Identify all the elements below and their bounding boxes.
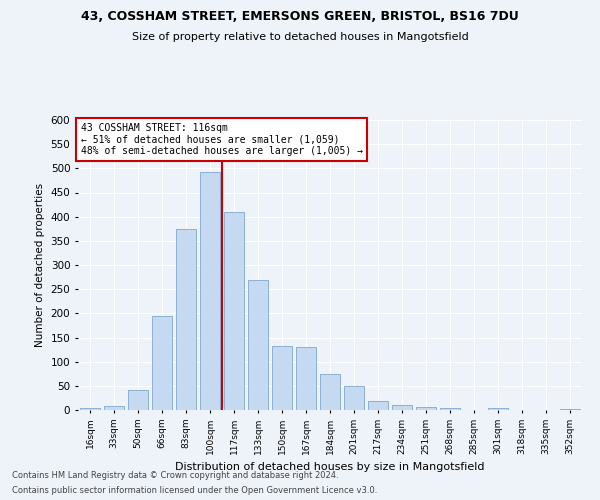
Bar [344, 386, 364, 410]
Bar [176, 229, 196, 410]
Bar [416, 407, 436, 410]
Bar [248, 280, 268, 410]
Bar [80, 408, 100, 410]
Text: Contains HM Land Registry data © Crown copyright and database right 2024.: Contains HM Land Registry data © Crown c… [12, 471, 338, 480]
Bar [368, 402, 388, 410]
Bar [128, 390, 148, 410]
Y-axis label: Number of detached properties: Number of detached properties [35, 183, 45, 347]
Bar [560, 408, 580, 410]
Bar [272, 346, 292, 410]
Bar [200, 172, 220, 410]
Text: Contains public sector information licensed under the Open Government Licence v3: Contains public sector information licen… [12, 486, 377, 495]
Text: 43, COSSHAM STREET, EMERSONS GREEN, BRISTOL, BS16 7DU: 43, COSSHAM STREET, EMERSONS GREEN, BRIS… [81, 10, 519, 23]
Text: 43 COSSHAM STREET: 116sqm
← 51% of detached houses are smaller (1,059)
48% of se: 43 COSSHAM STREET: 116sqm ← 51% of detac… [80, 123, 362, 156]
Bar [224, 212, 244, 410]
Bar [320, 374, 340, 410]
Bar [152, 316, 172, 410]
X-axis label: Distribution of detached houses by size in Mangotsfield: Distribution of detached houses by size … [175, 462, 485, 472]
Bar [440, 408, 460, 410]
Bar [296, 347, 316, 410]
Bar [392, 404, 412, 410]
Text: Size of property relative to detached houses in Mangotsfield: Size of property relative to detached ho… [131, 32, 469, 42]
Bar [104, 406, 124, 410]
Bar [488, 408, 508, 410]
